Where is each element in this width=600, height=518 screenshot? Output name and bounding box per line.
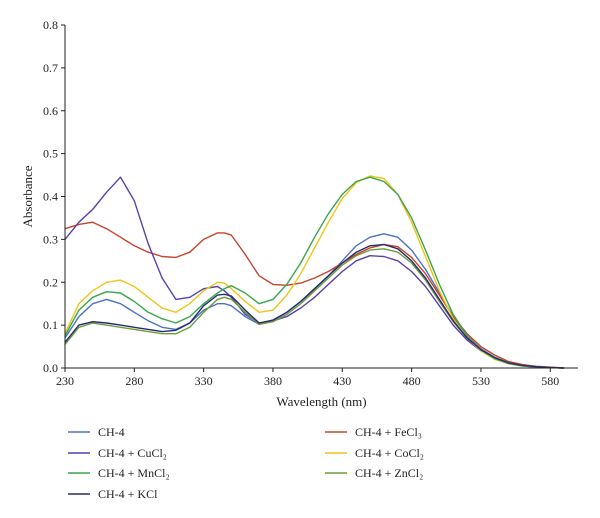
x-tick-label: 430	[333, 374, 351, 388]
series-line-4	[64, 176, 565, 369]
legend-label-1: CH-4 + FeCl₃	[355, 425, 422, 439]
y-tick-label: 0.5	[43, 147, 58, 161]
plot-area	[64, 175, 565, 369]
y-tick-label: 0.6	[43, 104, 58, 118]
axes: 230 280 330 380 430 480 530 580 0.0 0.1 0.2 0.3 0.4 0…	[20, 18, 578, 409]
x-tick-label: 530	[472, 374, 490, 388]
x-tick-label: 580	[541, 374, 559, 388]
y-tick-label: 0.7	[43, 61, 58, 75]
series-line-6	[64, 243, 565, 369]
legend: CH-4 CH-4 + CuCl₂ CH-4 + MnCl₂ CH-4 + KCl CH…	[68, 425, 424, 501]
legend-label-4: CH-4 + MnCl₂	[98, 466, 170, 480]
series-line-5	[64, 248, 565, 369]
y-tick-label: 0.0	[43, 361, 58, 375]
x-tick-label: 280	[125, 374, 143, 388]
y-tick-label: 0.4	[43, 190, 58, 204]
series-line-1	[64, 221, 565, 369]
legend-label-0: CH-4	[98, 425, 125, 439]
legend-label-3: CH-4 + CoCl₂	[355, 446, 424, 460]
legend-label-5: CH-4 + ZnCl₂	[355, 466, 423, 480]
legend-label-6: CH-4 + KCl	[98, 487, 158, 501]
x-tick-label: 230	[56, 374, 74, 388]
x-tick-label: 330	[195, 374, 213, 388]
y-tick-label: 0.3	[43, 232, 58, 246]
series-line-2	[64, 176, 565, 369]
y-tick-label: 0.8	[43, 18, 58, 32]
y-tick-label: 0.2	[43, 275, 58, 289]
y-axis-title: Absorbance	[20, 165, 35, 227]
y-tick-label: 0.1	[43, 318, 58, 332]
x-axis-title: Wavelength (nm)	[276, 394, 366, 409]
series-line-3	[64, 175, 565, 369]
legend-label-2: CH-4 + CuCl₂	[98, 446, 167, 460]
series-line-0	[64, 233, 565, 369]
x-tick-label: 380	[264, 374, 282, 388]
x-tick-label: 480	[403, 374, 421, 388]
